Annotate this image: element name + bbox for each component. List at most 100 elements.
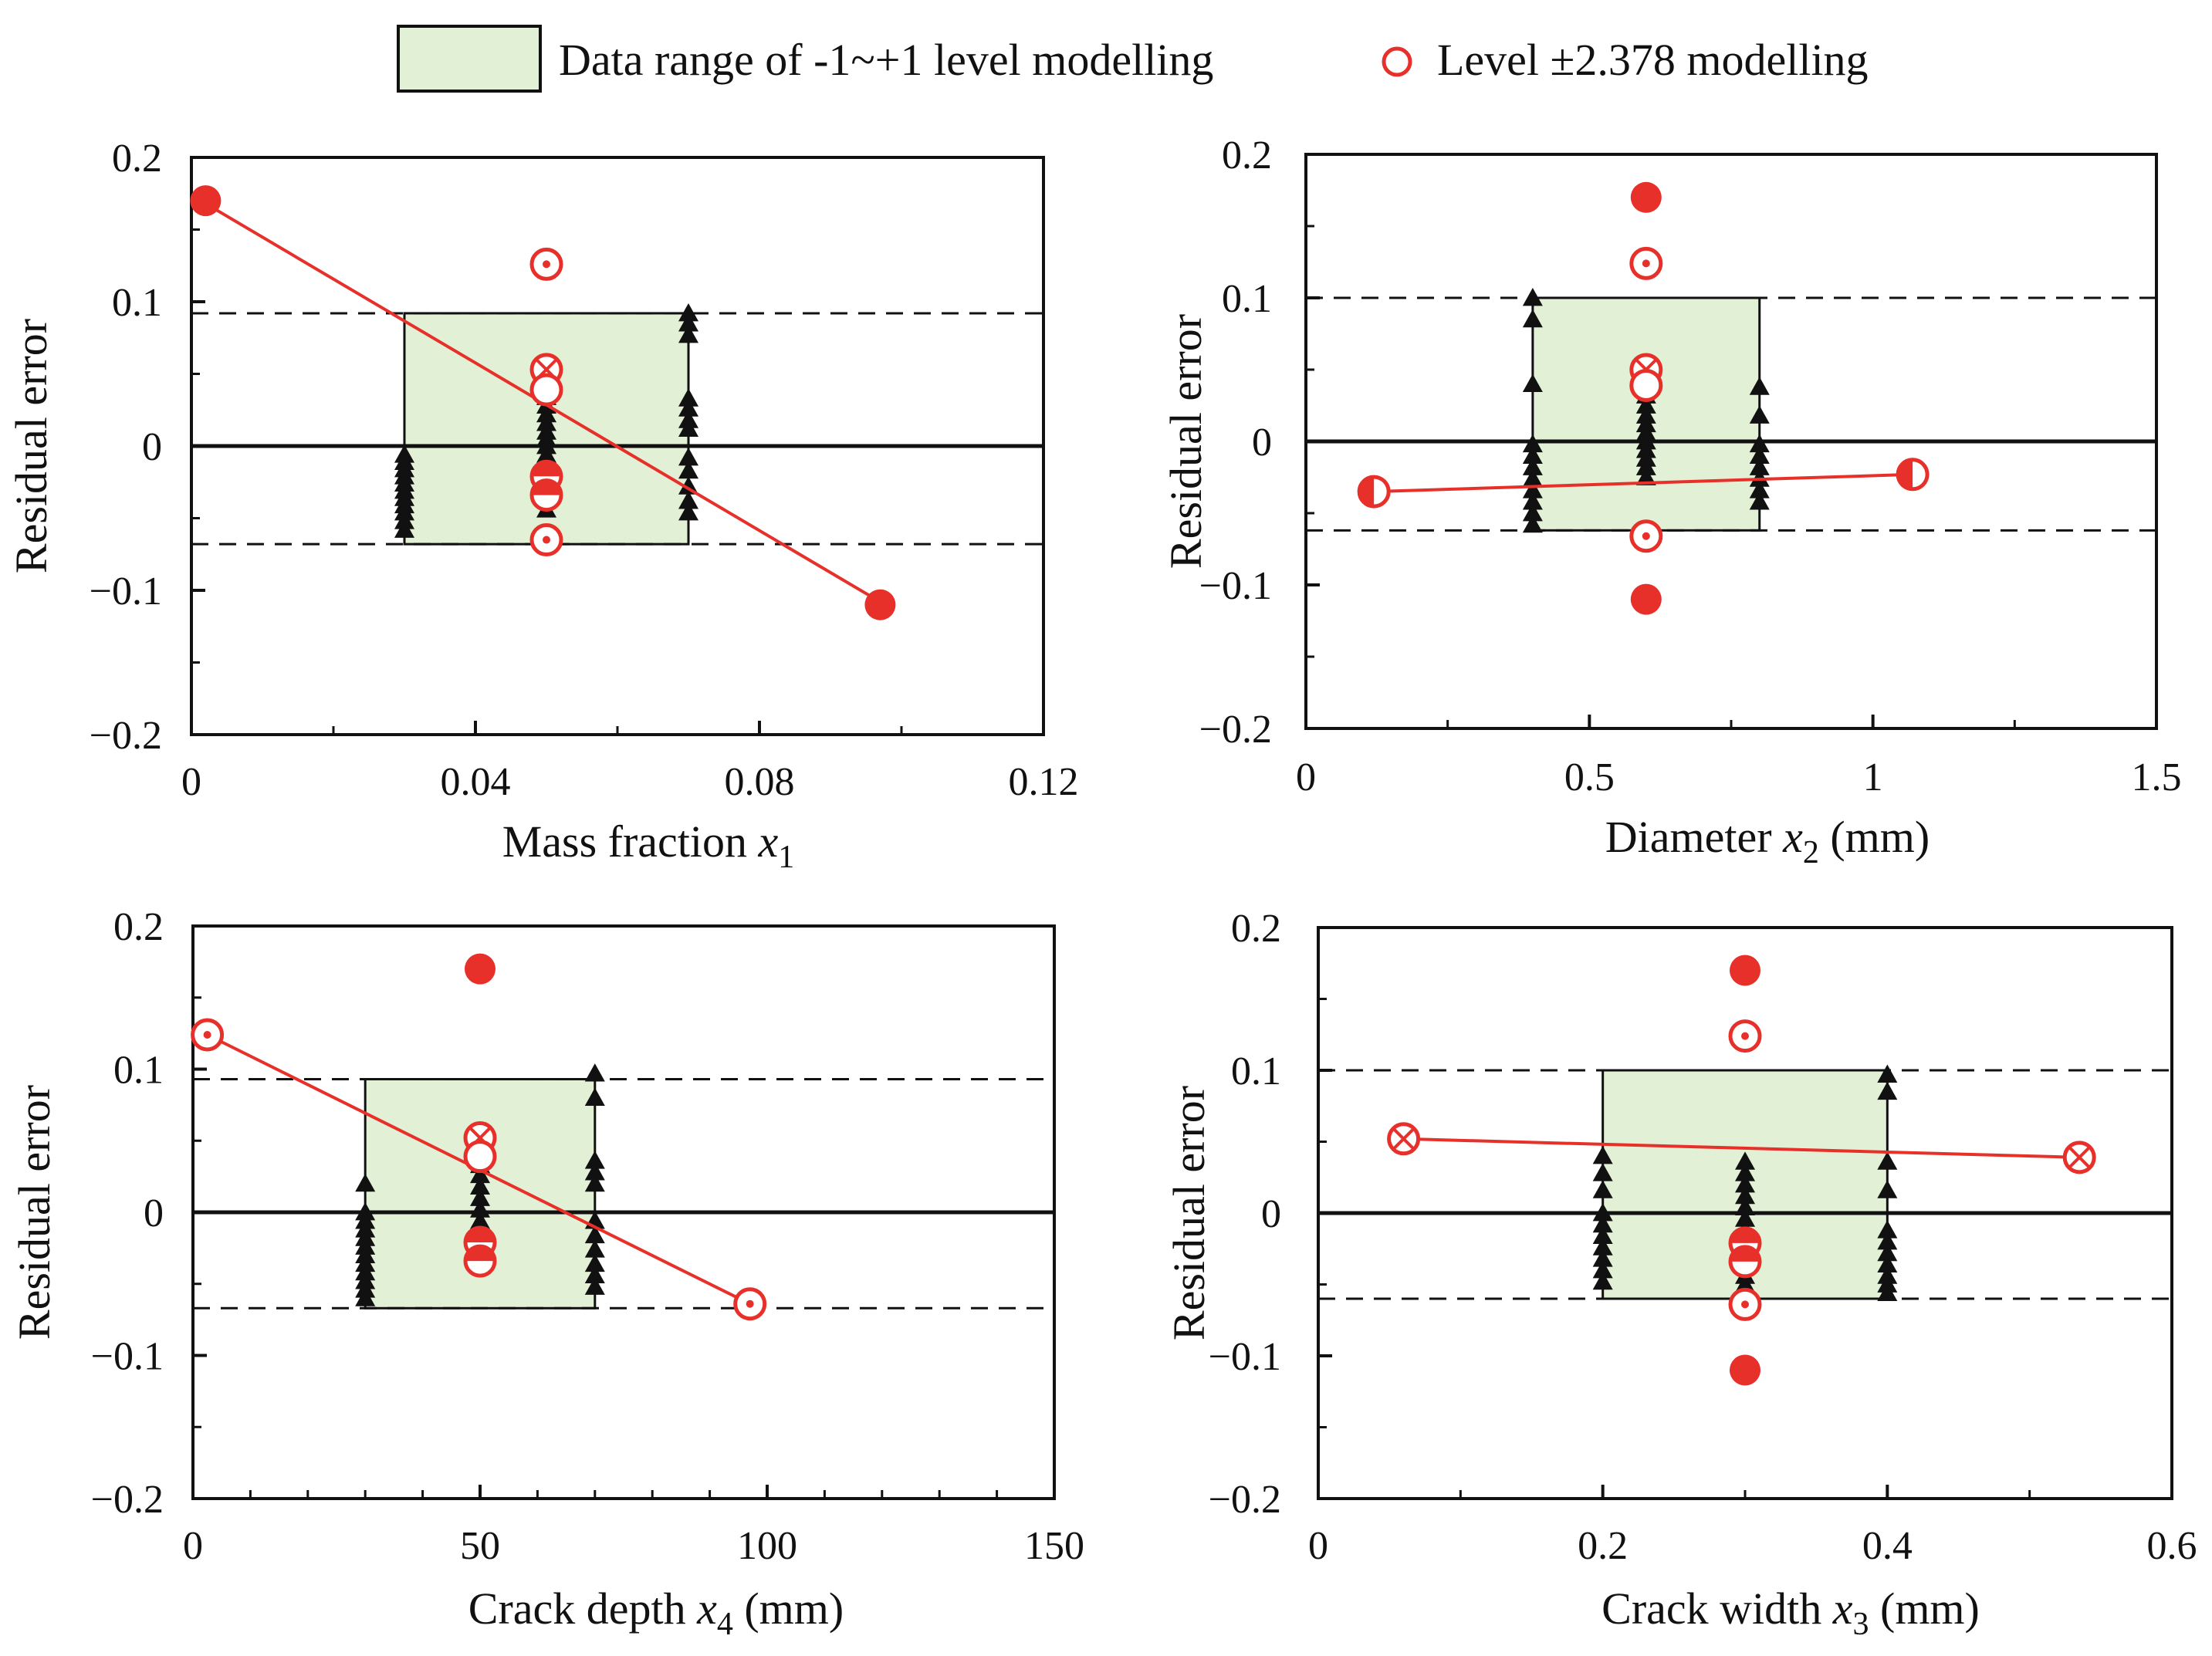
- y-tick-label: −0.2: [1209, 1478, 1281, 1522]
- triangle-point: [1749, 405, 1770, 424]
- y-tick-label: 0: [1261, 1192, 1281, 1236]
- x-tick-label: 1.5: [2132, 755, 2182, 799]
- triangle-point: [1522, 434, 1543, 453]
- marker-center-dot: [746, 1299, 754, 1308]
- marker-dot: [1728, 1287, 1762, 1321]
- marker-half: [1728, 1245, 1762, 1279]
- marker-half-fill: [532, 461, 561, 477]
- triangle-point: [1749, 434, 1770, 453]
- triangle-point: [1522, 445, 1543, 464]
- marker-cross: [1387, 1122, 1421, 1156]
- legend-marker-icon: [1382, 46, 1412, 77]
- triangle-point: [584, 1173, 605, 1192]
- legend-box-swatch: [397, 25, 542, 93]
- triangle-point: [584, 1239, 605, 1258]
- triangle-point: [1592, 1249, 1613, 1267]
- triangle-point: [1749, 457, 1770, 475]
- marker-filled: [864, 589, 896, 620]
- marker-filled: [1730, 955, 1760, 986]
- triangle-point: [1592, 1214, 1613, 1233]
- x-tick-label: 0.4: [1862, 1524, 1913, 1568]
- marker-ring: [463, 1140, 497, 1174]
- chart-x3: −0.2 −0.1 0 0.1 0.2 0 0.2 0.4 0.6 Residual error C…: [1164, 907, 2197, 1642]
- y-tick-label: −0.1: [91, 1335, 164, 1379]
- marker-circle: [1629, 368, 1663, 402]
- triangle-point: [1592, 1203, 1613, 1222]
- marker-circle: [463, 1140, 497, 1174]
- marker-dot: [191, 1018, 225, 1052]
- x-tick-label: 0: [1296, 755, 1316, 799]
- chart-x4: −0.2 −0.1 0 0.1 0.2 0 50 100 150 Residual error Cr…: [9, 905, 1084, 1642]
- y-tick-label: 0.1: [1222, 277, 1272, 321]
- marker-filled-circle: [1730, 955, 1760, 986]
- legend-box-label: Data range of -1~+1 level modelling: [559, 35, 1213, 85]
- y-tick-label: 0: [142, 425, 162, 469]
- x-axis-title: Crack depth x4 (mm): [468, 1583, 844, 1642]
- x-tick-label: 0: [1308, 1524, 1328, 1568]
- marker-filled-circle: [1630, 583, 1662, 615]
- marker-circle: [529, 373, 563, 407]
- triangle-point: [1877, 1081, 1898, 1100]
- triangle-point: [1522, 480, 1543, 498]
- triangle-point: [678, 302, 698, 322]
- triangle-point: [1749, 480, 1770, 498]
- marker-filled: [1630, 181, 1662, 213]
- marker-filled: [465, 953, 496, 985]
- triangle-point: [1592, 1260, 1613, 1279]
- y-tick-label: 0.1: [1231, 1049, 1281, 1093]
- marker-half-fill: [465, 1246, 495, 1262]
- triangle-point: [1877, 1180, 1898, 1198]
- triangle-point: [1592, 1146, 1613, 1164]
- triangle-point: [470, 1164, 490, 1184]
- fit-line: [1374, 472, 1913, 494]
- y-axis-title: Residual error: [9, 1085, 59, 1340]
- triangle-point: [1877, 1254, 1898, 1272]
- marker-center-dot: [543, 260, 550, 269]
- y-tick-label: 0.1: [112, 281, 162, 325]
- triangle-point: [1592, 1237, 1613, 1256]
- triangle-point: [470, 1211, 490, 1229]
- triangle-point: [1877, 1064, 1898, 1083]
- marker-ring: [1629, 368, 1663, 402]
- triangle-point: [1877, 1266, 1898, 1284]
- triangle-point: [1877, 1151, 1898, 1170]
- marker-half-fill: [465, 1227, 495, 1242]
- triangle-point: [678, 502, 698, 521]
- x-tick-label: 0.12: [1009, 760, 1079, 804]
- triangle-point: [584, 1265, 605, 1284]
- marker-filled: [1630, 583, 1662, 615]
- marker-filled-circle: [1730, 1354, 1760, 1386]
- chart-x1: −0.2 −0.1 0 0.1 0.2 0 0.04 0.08 0.12 Residual err…: [6, 137, 1079, 875]
- triangle-point: [1592, 1180, 1613, 1198]
- marker-center-dot: [1642, 259, 1650, 268]
- y-axis-title: Residual error: [1164, 1086, 1214, 1340]
- triangle-point: [1749, 445, 1770, 464]
- marker-center-dot: [1642, 532, 1650, 540]
- x-axis-title: Mass fraction x1: [502, 816, 795, 875]
- triangle-point: [678, 313, 698, 332]
- triangle-point: [584, 1151, 605, 1169]
- marker-dot: [1728, 1019, 1762, 1053]
- y-tick-label: −0.1: [90, 569, 162, 613]
- triangle-point: [470, 1188, 490, 1206]
- marker-half-fill: [1730, 1228, 1760, 1243]
- triangle-point: [1522, 503, 1543, 522]
- fit-line: [1403, 1137, 2080, 1159]
- x-tick-label: 100: [737, 1524, 797, 1568]
- legend-marker-label: Level ±2.378 modelling: [1437, 35, 1869, 85]
- marker-filled-circle: [465, 953, 496, 985]
- marker-half: [463, 1244, 497, 1278]
- triangle-point: [584, 1087, 605, 1106]
- y-tick-label: −0.1: [1209, 1335, 1281, 1379]
- triangle-point: [355, 1173, 376, 1192]
- triangle-point: [678, 447, 698, 466]
- marker-dot: [1629, 246, 1663, 280]
- triangle-point: [1635, 395, 1656, 414]
- triangle-point: [1749, 377, 1770, 395]
- triangle-point: [678, 388, 698, 407]
- x-tick-label: 0.04: [441, 760, 511, 804]
- marker-filled: [190, 185, 222, 217]
- y-tick-label: 0.1: [113, 1049, 164, 1093]
- x-tick-label: 150: [1024, 1524, 1084, 1568]
- y-tick-label: −0.2: [90, 714, 162, 758]
